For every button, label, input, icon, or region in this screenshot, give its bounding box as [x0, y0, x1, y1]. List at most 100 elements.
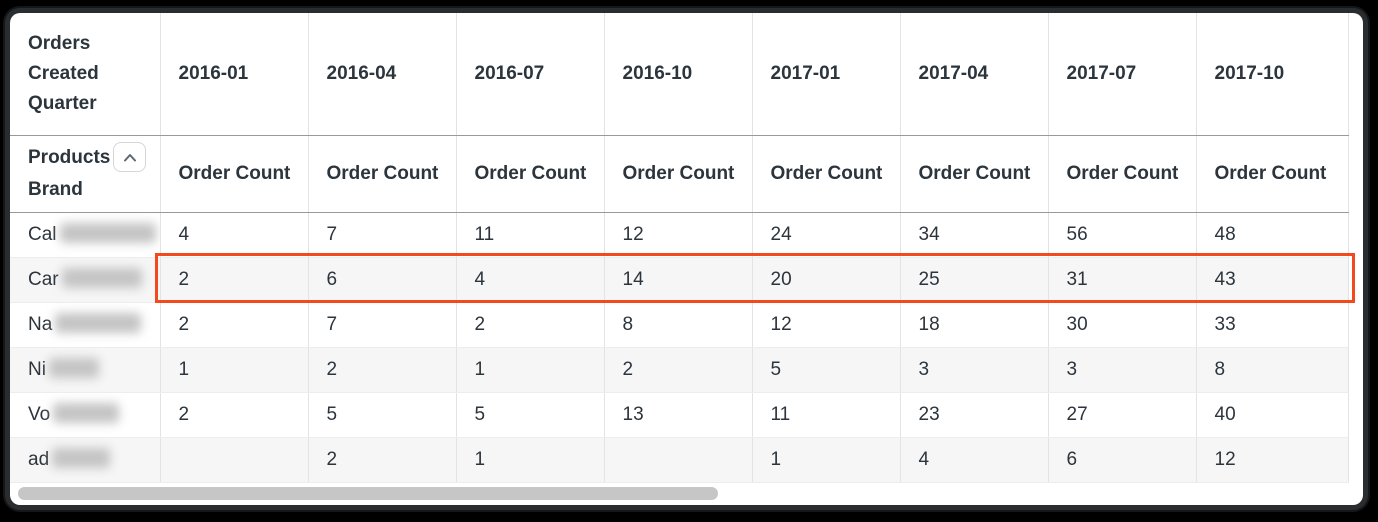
cell-value[interactable]: 8	[604, 302, 753, 348]
brand-prefix: ad	[28, 448, 50, 470]
pivot-dimension-title: Orders Created Quarter	[10, 13, 161, 136]
cell-value[interactable]: 27	[1048, 392, 1197, 438]
cell-value[interactable]: 11	[456, 212, 605, 258]
cell-value[interactable]: 1	[752, 437, 901, 483]
cell-value[interactable]: 20	[752, 257, 901, 303]
cell-value[interactable]: 6	[1048, 437, 1197, 483]
cell-value[interactable]: 23	[900, 392, 1049, 438]
table-row-highlighted: Car 2 6 4 14 20 25 31 43	[10, 257, 1349, 303]
column-header-quarter[interactable]: 2016-10	[604, 13, 753, 136]
cell-brand[interactable]: Car	[10, 257, 161, 303]
cell-value[interactable]: 2	[308, 437, 457, 483]
cell-value[interactable]: 12	[1196, 437, 1349, 483]
row-dimension-label-line2: Brand	[28, 178, 83, 200]
cell-value[interactable]: 2	[160, 302, 309, 348]
cell-brand[interactable]: Cal	[10, 212, 161, 258]
cell-value[interactable]: 5	[308, 392, 457, 438]
data-table-panel: Orders Created Quarter 2016-01 2016-04 2…	[10, 13, 1363, 505]
measure-header[interactable]: Order Count	[160, 135, 309, 213]
cell-value[interactable]: 56	[1048, 212, 1197, 258]
cell-value[interactable]: 30	[1048, 302, 1197, 348]
chevron-up-icon	[123, 153, 136, 162]
cell-value[interactable]	[604, 437, 753, 483]
horizontal-scrollbar[interactable]	[10, 483, 1363, 505]
measure-header-row: Products Brand Order Count Order Count O…	[10, 135, 1349, 213]
cell-brand[interactable]: Ni	[10, 347, 161, 393]
row-dimension-label-line1: Products	[28, 146, 111, 168]
table-row: Cal 4 7 11 12 24 34 56 48	[10, 212, 1349, 258]
cell-value[interactable]: 5	[456, 392, 605, 438]
measure-header[interactable]: Order Count	[1196, 135, 1349, 213]
cell-value[interactable]: 40	[1196, 392, 1349, 438]
cell-value[interactable]: 4	[900, 437, 1049, 483]
cell-value[interactable]: 2	[604, 347, 753, 393]
cell-value[interactable]: 8	[1196, 347, 1349, 393]
column-header-quarter[interactable]: 2017-01	[752, 13, 901, 136]
column-header-quarter[interactable]: 2017-07	[1048, 13, 1197, 136]
redacted-brand-blur	[55, 313, 142, 334]
cell-value[interactable]: 1	[456, 347, 605, 393]
cell-value[interactable]: 3	[900, 347, 1049, 393]
table-row: Vo 2 5 5 13 11 23 27 40	[10, 392, 1349, 438]
cell-value[interactable]: 5	[752, 347, 901, 393]
measure-header[interactable]: Order Count	[900, 135, 1049, 213]
redacted-brand-blur	[53, 403, 120, 424]
cell-value[interactable]: 7	[308, 212, 457, 258]
brand-prefix: Ni	[28, 358, 46, 380]
measure-header[interactable]: Order Count	[1048, 135, 1197, 213]
quarter-header-row: Orders Created Quarter 2016-01 2016-04 2…	[10, 13, 1349, 136]
cell-value[interactable]: 25	[900, 257, 1049, 303]
cell-value[interactable]: 4	[456, 257, 605, 303]
table-row: Na 2 7 2 8 12 18 30 33	[10, 302, 1349, 348]
cell-value[interactable]: 2	[160, 257, 309, 303]
cell-value[interactable]: 11	[752, 392, 901, 438]
cell-value[interactable]: 4	[160, 212, 309, 258]
brand-prefix: Vo	[28, 403, 51, 425]
cell-value[interactable]: 3	[1048, 347, 1197, 393]
brand-prefix: Cal	[28, 223, 57, 245]
cell-value[interactable]: 34	[900, 212, 1049, 258]
cell-value[interactable]: 48	[1196, 212, 1349, 258]
cell-value[interactable]: 1	[456, 437, 605, 483]
cell-value[interactable]: 1	[160, 347, 309, 393]
cell-value[interactable]: 2	[160, 392, 309, 438]
horizontal-scrollbar-thumb[interactable]	[18, 487, 718, 500]
cell-brand[interactable]: ad	[10, 437, 161, 483]
cell-value[interactable]: 14	[604, 257, 753, 303]
table-row: Ni 1 2 1 2 5 3 3 8	[10, 347, 1349, 393]
brand-prefix: Na	[28, 313, 53, 335]
redacted-brand-blur	[59, 223, 156, 244]
column-header-quarter[interactable]: 2016-01	[160, 13, 309, 136]
redacted-brand-blur	[61, 268, 142, 289]
cell-value[interactable]: 24	[752, 212, 901, 258]
measure-header[interactable]: Order Count	[604, 135, 753, 213]
column-header-quarter[interactable]: 2017-10	[1196, 13, 1349, 136]
table-row: ad 2 1 1 4 6 12	[10, 437, 1349, 483]
redacted-brand-blur	[52, 448, 111, 469]
cell-value[interactable]: 6	[308, 257, 457, 303]
cell-value[interactable]: 13	[604, 392, 753, 438]
cell-value[interactable]: 2	[308, 347, 457, 393]
cell-value[interactable]	[160, 437, 309, 483]
cell-value[interactable]: 12	[752, 302, 901, 348]
column-header-quarter[interactable]: 2016-07	[456, 13, 605, 136]
cell-value[interactable]: 12	[604, 212, 753, 258]
column-header-quarter[interactable]: 2017-04	[900, 13, 1049, 136]
cell-brand[interactable]: Vo	[10, 392, 161, 438]
cell-value[interactable]: 43	[1196, 257, 1349, 303]
brand-prefix: Car	[28, 268, 59, 290]
sort-ascending-button[interactable]	[113, 142, 147, 173]
row-dimension-header: Products Brand	[10, 135, 161, 213]
column-header-quarter[interactable]: 2016-04	[308, 13, 457, 136]
cell-value[interactable]: 2	[456, 302, 605, 348]
measure-header[interactable]: Order Count	[456, 135, 605, 213]
measure-header[interactable]: Order Count	[752, 135, 901, 213]
cell-value[interactable]: 7	[308, 302, 457, 348]
cell-value[interactable]: 31	[1048, 257, 1197, 303]
pivot-table: Orders Created Quarter 2016-01 2016-04 2…	[10, 13, 1349, 483]
measure-header[interactable]: Order Count	[308, 135, 457, 213]
cell-value[interactable]: 33	[1196, 302, 1349, 348]
redacted-brand-blur	[48, 358, 99, 379]
cell-value[interactable]: 18	[900, 302, 1049, 348]
cell-brand[interactable]: Na	[10, 302, 161, 348]
